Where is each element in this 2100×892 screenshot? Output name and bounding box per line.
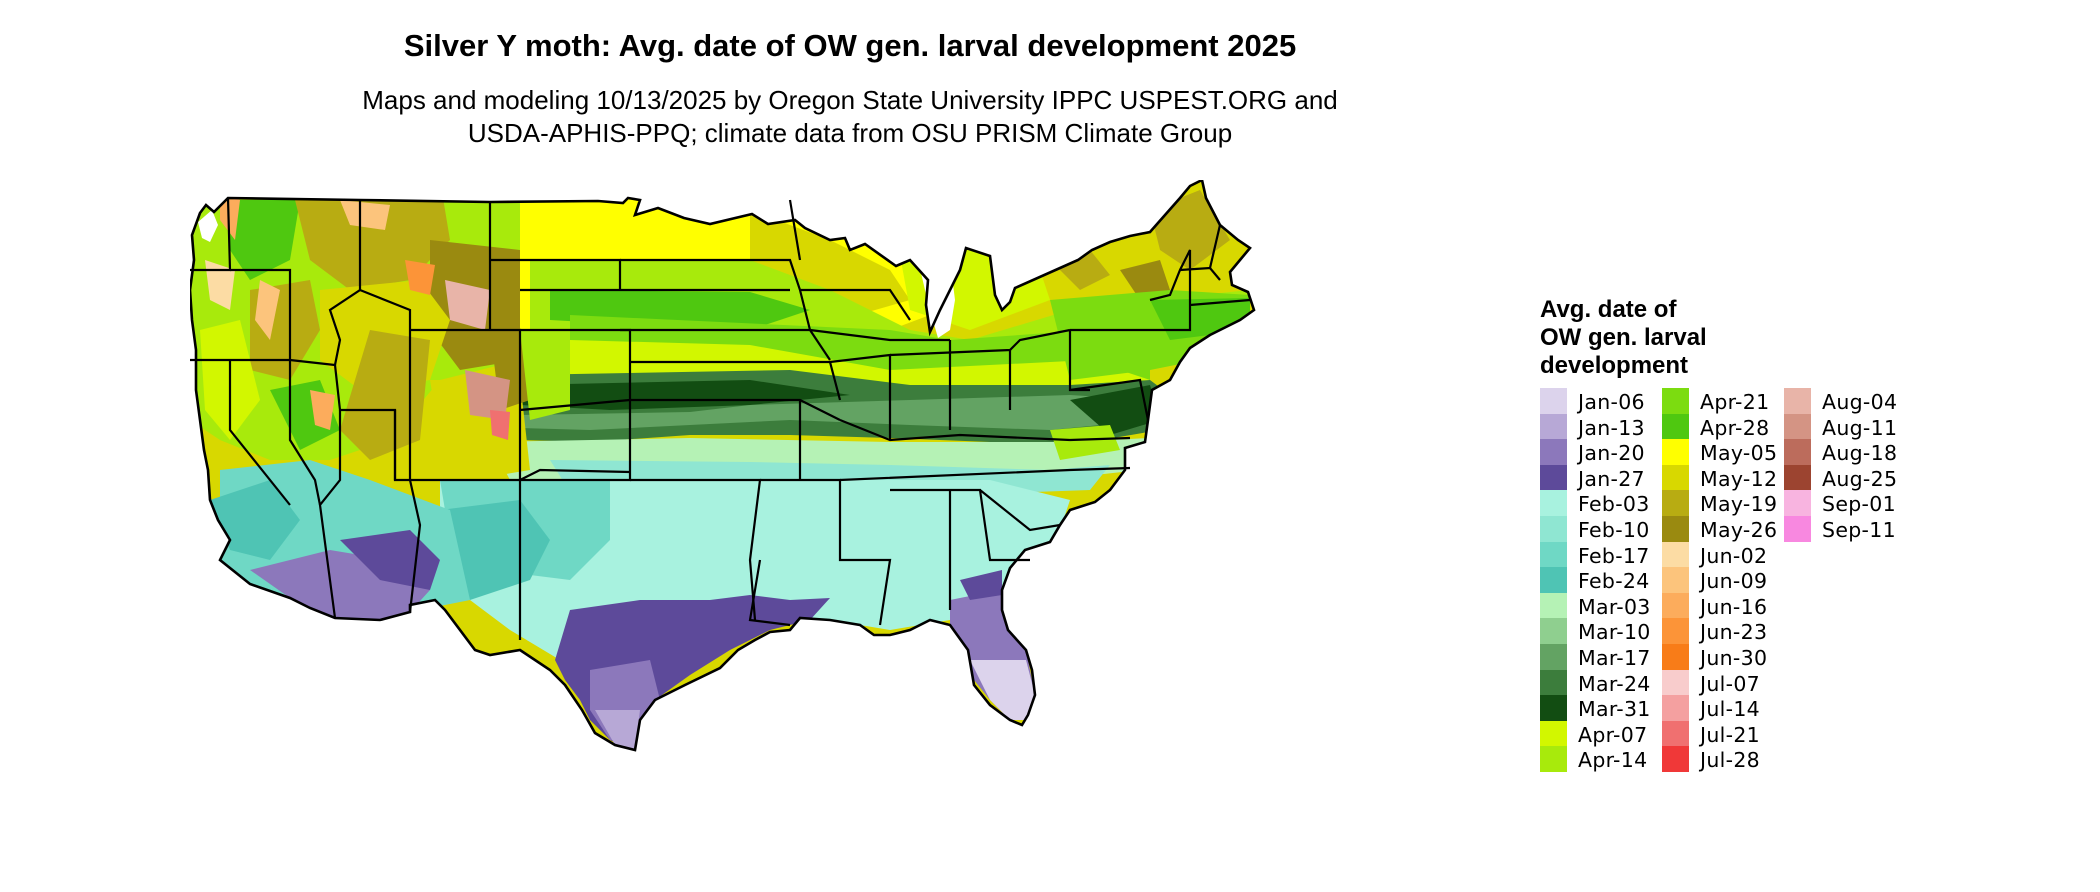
legend-swatch — [1662, 720, 1689, 747]
legend-label: May-26 — [1700, 517, 1778, 542]
legend-label: Jul-07 — [1700, 671, 1761, 696]
legend-label: Apr-14 — [1578, 748, 1648, 773]
legend-swatch — [1662, 464, 1689, 491]
legend-label: Aug-04 — [1822, 390, 1898, 414]
phenology-zones — [190, 180, 1254, 750]
legend-label: Mar-17 — [1578, 645, 1651, 670]
legend-swatch — [1784, 464, 1811, 491]
legend-swatch — [1540, 439, 1567, 465]
legend-swatch — [1784, 439, 1811, 465]
subtitle-line-1: Maps and modeling 10/13/2025 by Oregon S… — [362, 85, 1338, 115]
legend-label: Mar-24 — [1578, 671, 1651, 696]
legend-label: Feb-10 — [1578, 517, 1650, 542]
legend-swatch — [1662, 439, 1689, 465]
legend-label: Mar-31 — [1578, 697, 1651, 722]
legend-title: Avg. date of OW gen. larval development — [1540, 296, 1780, 380]
legend-swatch — [1662, 515, 1689, 542]
legend-label: May-05 — [1700, 441, 1778, 466]
legend-swatch — [1662, 490, 1689, 516]
legend-swatch — [1540, 515, 1567, 542]
legend-label: Aug-11 — [1822, 415, 1898, 440]
legend-swatch — [1540, 643, 1567, 670]
legend-label: Apr-21 — [1700, 390, 1770, 414]
legend-label: Sep-01 — [1822, 492, 1896, 517]
legend-label: Feb-24 — [1578, 569, 1650, 594]
legend-label: Jan-13 — [1578, 415, 1645, 440]
legend-swatch — [1662, 567, 1689, 593]
legend-swatch — [1662, 746, 1689, 772]
map-subtitle: Maps and modeling 10/13/2025 by Oregon S… — [0, 84, 1700, 150]
legend-swatch — [1784, 413, 1811, 440]
legend-swatch — [1540, 490, 1567, 516]
legend-label: Jul-28 — [1700, 748, 1761, 773]
legend-label: Apr-28 — [1700, 415, 1770, 440]
legend-label: Jun-02 — [1700, 543, 1768, 568]
lake-superior-edge — [830, 225, 930, 248]
legend-swatch — [1662, 643, 1689, 670]
legend-label: Jan-27 — [1578, 466, 1645, 491]
legend-swatch — [1662, 388, 1689, 414]
legend-label: Aug-18 — [1822, 441, 1898, 466]
legend-swatch — [1784, 515, 1811, 542]
legend-label: Jun-30 — [1700, 645, 1768, 670]
legend-label: Jun-23 — [1700, 620, 1768, 645]
legend-swatch — [1662, 669, 1689, 696]
legend-swatch — [1540, 746, 1567, 772]
legend-swatch — [1540, 618, 1567, 644]
legend-swatch — [1662, 618, 1689, 644]
legend-label: Jan-06 — [1578, 390, 1645, 414]
legend-label: Jun-16 — [1700, 594, 1768, 619]
legend-label: Jul-14 — [1700, 697, 1761, 722]
legend-label: Jun-09 — [1700, 569, 1768, 594]
legend-swatch — [1784, 490, 1811, 516]
legend-title-line-2: OW gen. larval — [1540, 324, 1707, 351]
map-title: Silver Y moth: Avg. date of OW gen. larv… — [403, 28, 1297, 63]
legend-label: May-19 — [1700, 492, 1778, 517]
subtitle-line-2: USDA-APHIS-PPQ; climate data from OSU PR… — [467, 118, 1233, 148]
legend-swatch — [1540, 720, 1567, 747]
legend-swatch — [1540, 592, 1567, 619]
legend-label: Mar-03 — [1578, 594, 1651, 619]
legend-swatch — [1662, 541, 1689, 568]
legend-swatch — [1662, 695, 1689, 721]
us-phenology-map — [190, 180, 1520, 880]
state-boundaries — [190, 197, 1251, 640]
legend-title-line-3: development — [1540, 352, 1689, 379]
lake-michigan — [918, 250, 955, 338]
legend-swatch — [1540, 388, 1567, 414]
legend-label: Feb-17 — [1578, 543, 1650, 568]
legend-title-line-1: Avg. date of — [1540, 296, 1677, 323]
puget-sound — [198, 210, 218, 242]
legend-label: Jul-21 — [1700, 722, 1761, 747]
legend-swatch — [1540, 669, 1567, 696]
legend-label: Jan-20 — [1578, 441, 1645, 466]
legend-swatch — [1540, 567, 1567, 593]
legend-swatch — [1540, 464, 1567, 491]
legend-label: Apr-07 — [1578, 722, 1648, 747]
legend-swatch — [1662, 413, 1689, 440]
legend-label: Aug-25 — [1822, 466, 1898, 491]
legend-label: Mar-10 — [1578, 620, 1651, 645]
legend-swatch — [1540, 695, 1567, 721]
legend-swatch — [1784, 388, 1811, 414]
legend-swatch — [1540, 541, 1567, 568]
legend-swatch — [1540, 413, 1567, 440]
map-svg — [190, 180, 1256, 752]
map-legend: Avg. date of OW gen. larval development … — [1540, 296, 1897, 772]
legend-label: Feb-03 — [1578, 492, 1650, 517]
legend-label: Sep-11 — [1822, 517, 1896, 542]
legend-swatch — [1662, 592, 1689, 619]
legend-label: May-12 — [1700, 466, 1778, 491]
